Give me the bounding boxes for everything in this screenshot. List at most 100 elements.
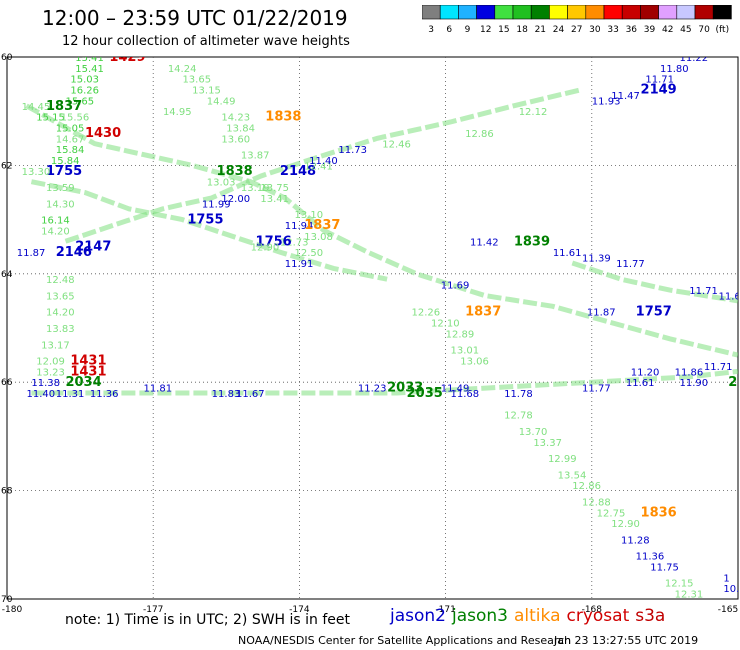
wave-height-label: 14.45 — [22, 102, 51, 113]
wave-height-label: 12.90 — [611, 519, 640, 530]
pass-time-label: 1429 — [109, 50, 145, 65]
wave-height-label: 11.49 — [441, 384, 470, 395]
lat-tick-label: 70 — [1, 595, 13, 605]
wave-height-label: 13.59 — [46, 183, 75, 194]
wave-height-label: 11.71 — [645, 75, 674, 86]
wave-height-label: 12.88 — [582, 497, 611, 508]
wave-height-label: 11.93 — [592, 96, 621, 107]
wave-height-label: 14.30 — [46, 199, 75, 210]
wave-height-label: 12.86 — [465, 129, 494, 140]
wave-height-label: 13.15 — [192, 86, 221, 97]
wave-height-label: 12.99 — [548, 454, 577, 465]
wave-height-label: 15.41 — [75, 53, 104, 64]
wave-height-label: 11.87 — [587, 308, 616, 319]
wave-height-label: 13.75 — [260, 183, 289, 194]
wave-height-label: 11.61 — [626, 378, 655, 389]
wave-height-label: 12.46 — [382, 140, 411, 151]
wave-height-label: 13.19 — [241, 183, 270, 194]
wave-height-label: 15.84 — [51, 156, 80, 167]
wave-height-label: 16.26 — [70, 86, 99, 97]
wave-height-label: 13.83 — [46, 324, 75, 335]
wave-height-label: 12.89 — [446, 329, 475, 340]
wave-height-label: 11.31 — [56, 389, 85, 400]
wave-height-label: 11.61 — [553, 248, 582, 259]
satellite-legend: jason2 jason3 altika cryosat s3a — [390, 606, 671, 626]
pass-time-label: 2033 — [387, 381, 423, 396]
lon-tick-label: -177 — [143, 605, 163, 615]
pass-time-label: 1836 — [641, 505, 677, 520]
wave-height-label: 11.66 — [719, 291, 740, 302]
wave-height-label: 12.73 — [280, 237, 309, 248]
wave-height-label: 13.37 — [533, 438, 562, 449]
wave-height-label: 11.28 — [621, 535, 650, 546]
wave-height-label: 11.38 — [31, 378, 60, 389]
satellite-track — [30, 179, 388, 282]
colorbar-label: 15 — [498, 25, 509, 35]
wave-height-label: 13.41 — [260, 194, 289, 205]
colorbar-label: 36 — [626, 25, 638, 35]
legend-s3a: s3a — [635, 606, 666, 626]
wave-height-label: 12.41 — [304, 161, 333, 172]
credits-text: NOAA/NESDIS Center for Satellite Applica… — [238, 634, 572, 647]
wave-height-label: 11.39 — [582, 254, 611, 265]
colorbar-label: 33 — [607, 25, 618, 35]
lat-tick-label: 62 — [1, 161, 12, 171]
satellite-track — [31, 368, 738, 396]
wave-height-label: 11.23 — [358, 384, 387, 395]
wave-height-label: 12.31 — [675, 590, 704, 601]
wave-height-label: 11.73 — [338, 145, 367, 156]
wave-height-label: 13.60 — [221, 134, 250, 145]
wave-height-label: 13.84 — [226, 123, 255, 134]
wave-height-label: 11.40 — [309, 156, 338, 167]
wave-height-label: 11.36 — [636, 552, 665, 563]
legend-jason2: jason2 — [390, 606, 446, 626]
wave-height-label: 11.90 — [680, 378, 709, 389]
colorbar-label: (ft) — [716, 25, 730, 35]
lat-tick-label: 66 — [1, 378, 13, 388]
wave-height-label: 15.41 — [75, 64, 104, 75]
wave-height-label: 13.65 — [182, 75, 211, 86]
wave-height-label: 11.77 — [582, 384, 611, 395]
wave-height-label: 13.70 — [519, 427, 548, 438]
wave-height-label: 11.99 — [202, 199, 231, 210]
wave-height-label: 10.9 — [723, 584, 740, 595]
wave-height-label: 14.49 — [207, 96, 236, 107]
wave-height-label: 13.10 — [295, 210, 324, 221]
wave-height-label: 13.01 — [450, 346, 479, 357]
wave-height-label: 15.03 — [70, 75, 99, 86]
colorbar-label: 24 — [553, 25, 565, 35]
wave-height-label: 11.87 — [17, 248, 46, 259]
footer-note: note: 1) Time is in UTC; 2) SWH is in fe… — [65, 612, 351, 628]
wave-height-label: 13.30 — [22, 167, 51, 178]
wave-height-label: 11.67 — [236, 389, 265, 400]
legend-altika: altika — [514, 606, 561, 626]
pass-time-label: 1756 — [256, 234, 292, 249]
wave-height-label: 15.56 — [61, 113, 90, 124]
lat-tick-label: 64 — [1, 270, 13, 280]
wave-height-label: 14.23 — [221, 113, 250, 124]
wave-height-label: 11.77 — [616, 259, 645, 270]
satellite-track — [25, 103, 738, 358]
wave-height-label: 11.71 — [689, 286, 718, 297]
wave-height-label: 1 — [723, 573, 729, 584]
pass-time-label: 2147 — [75, 240, 111, 255]
wave-height-label: 13.23 — [36, 367, 65, 378]
wave-height-label: 12.00 — [221, 194, 250, 205]
wave-height-label: 13.54 — [558, 470, 587, 481]
wave-height-label: 11.94 — [285, 221, 314, 232]
colorbar-label: 27 — [571, 25, 582, 35]
wave-height-label: 11.20 — [631, 367, 660, 378]
wave-height-label: 11.42 — [470, 237, 499, 248]
wave-height-label: 12.90 — [251, 243, 280, 254]
wave-height-label: 15.65 — [65, 96, 94, 107]
wave-height-label: 11.91 — [285, 259, 314, 270]
satellite-track — [64, 87, 583, 244]
wave-height-label: 11.47 — [611, 91, 640, 102]
pass-time-label: 2035 — [407, 386, 443, 401]
map-title: 12:00 – 23:59 UTC 01/22/2019 — [42, 6, 348, 30]
pass-time-label: 2034 — [65, 375, 101, 390]
colorbar-label: 12 — [480, 25, 491, 35]
wave-height-label: 13.06 — [460, 357, 489, 368]
wave-height-label: 12.10 — [431, 319, 460, 330]
